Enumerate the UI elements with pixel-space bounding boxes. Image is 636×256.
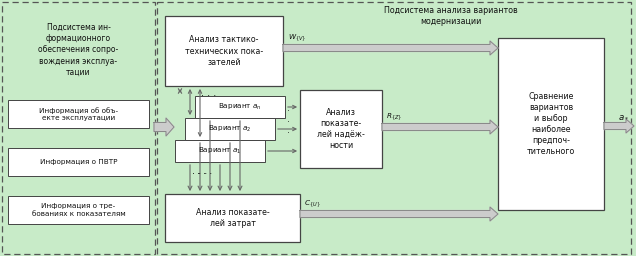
Bar bbox=[498, 38, 604, 210]
Bar bbox=[165, 194, 300, 242]
Text: Информация о ПВТР: Информация о ПВТР bbox=[39, 159, 117, 165]
Text: Вариант $a_n$: Вариант $a_n$ bbox=[218, 102, 262, 112]
Bar bbox=[8, 196, 149, 224]
Text: Вариант $a_2$: Вариант $a_2$ bbox=[208, 124, 252, 134]
Polygon shape bbox=[300, 207, 498, 221]
Text: Анализ тактико-
технических пока-
зателей: Анализ тактико- технических пока- зателе… bbox=[185, 35, 263, 67]
Text: $C_{\{U\}}$: $C_{\{U\}}$ bbox=[304, 199, 321, 209]
Text: Сравнение
вариантов
и выбор
наиболее
предпоч-
тительного: Сравнение вариантов и выбор наиболее пре… bbox=[527, 92, 575, 156]
Polygon shape bbox=[154, 118, 174, 136]
Text: Информация о тре-
бованиях к показателям: Информация о тре- бованиях к показателям bbox=[32, 203, 125, 217]
Text: $a_*$: $a_*$ bbox=[618, 112, 629, 121]
Polygon shape bbox=[283, 41, 498, 55]
Bar bbox=[157, 2, 631, 254]
Bar bbox=[2, 2, 155, 254]
Bar bbox=[8, 148, 149, 176]
Text: ·
·
·: · · · bbox=[287, 108, 289, 138]
Bar bbox=[8, 100, 149, 128]
Text: $W_{\{V\}}$: $W_{\{V\}}$ bbox=[288, 33, 307, 43]
Text: Анализ показате-
лей затрат: Анализ показате- лей затрат bbox=[196, 208, 270, 228]
Text: Подсистема ин-
формационного
обеспечения сопро-
вождения эксплуа-
тации: Подсистема ин- формационного обеспечения… bbox=[38, 23, 119, 77]
Bar bbox=[175, 140, 265, 162]
Bar bbox=[185, 118, 275, 140]
Text: Подсистема анализа вариантов
модернизации: Подсистема анализа вариантов модернизаци… bbox=[384, 6, 518, 26]
Polygon shape bbox=[604, 119, 634, 133]
Text: Вариант $a_1$: Вариант $a_1$ bbox=[198, 146, 242, 156]
Text: · · ·: · · · bbox=[192, 169, 207, 179]
Text: · · ·: · · · bbox=[202, 91, 217, 101]
Bar bbox=[300, 90, 382, 168]
Polygon shape bbox=[382, 120, 498, 134]
Bar bbox=[195, 96, 285, 118]
Bar bbox=[165, 16, 283, 86]
Text: Анализ
показате-
лей надёж-
ности: Анализ показате- лей надёж- ности bbox=[317, 108, 365, 150]
Text: · · ·: · · · bbox=[197, 169, 212, 179]
Text: Информация об объ-
екте эксплуатации: Информация об объ- екте эксплуатации bbox=[39, 107, 118, 121]
Text: $R_{\{Z\}}$: $R_{\{Z\}}$ bbox=[386, 112, 403, 122]
